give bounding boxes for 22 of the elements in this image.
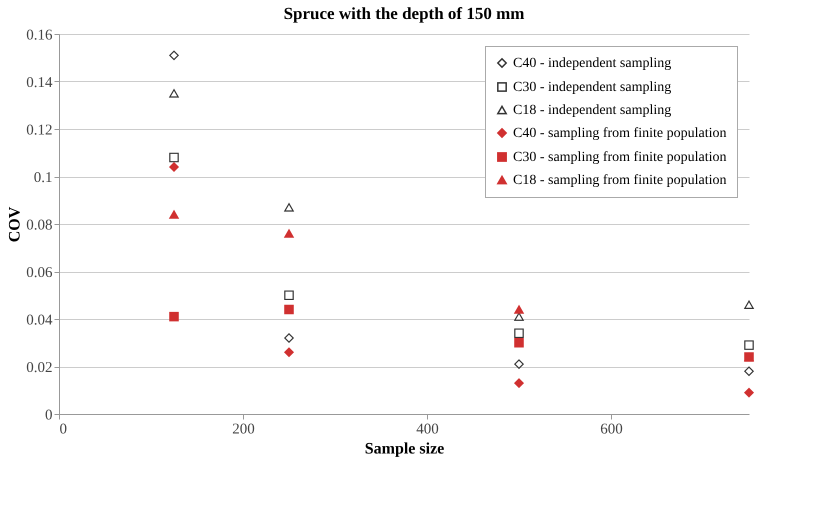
- y-tick-label: 0.04: [26, 312, 53, 328]
- y-tick-label: 0.06: [26, 265, 53, 281]
- x-tick-label: 600: [600, 422, 623, 438]
- x-axis-title: Sample size: [364, 440, 444, 458]
- x-tick-label: 400: [416, 422, 439, 438]
- legend-label: C30 - independent sampling: [513, 80, 672, 95]
- legend-label: C30 - sampling from finite population: [513, 150, 726, 165]
- x-tick-label: 0: [60, 422, 67, 438]
- y-tick-label: 0.08: [26, 218, 52, 234]
- y-tick-label: 0.1: [34, 170, 52, 186]
- y-tick-label: 0.02: [26, 360, 52, 376]
- y-tick-label: 0.12: [26, 122, 52, 138]
- y-tick-label: 0.16: [26, 28, 53, 44]
- y-tick-label: 0: [45, 408, 52, 424]
- y-tick-label: 0.14: [26, 75, 53, 91]
- legend-label: C40 - sampling from finite population: [513, 126, 726, 141]
- y-axis-title: COV: [6, 206, 24, 242]
- legend-label: C40 - independent sampling: [513, 56, 672, 71]
- legend-label: C18 - sampling from finite population: [513, 173, 726, 188]
- legend-label: C18 - independent sampling: [513, 103, 672, 118]
- chart-title: Spruce with the depth of 150 mm: [284, 4, 524, 23]
- x-tick-label: 200: [232, 422, 255, 438]
